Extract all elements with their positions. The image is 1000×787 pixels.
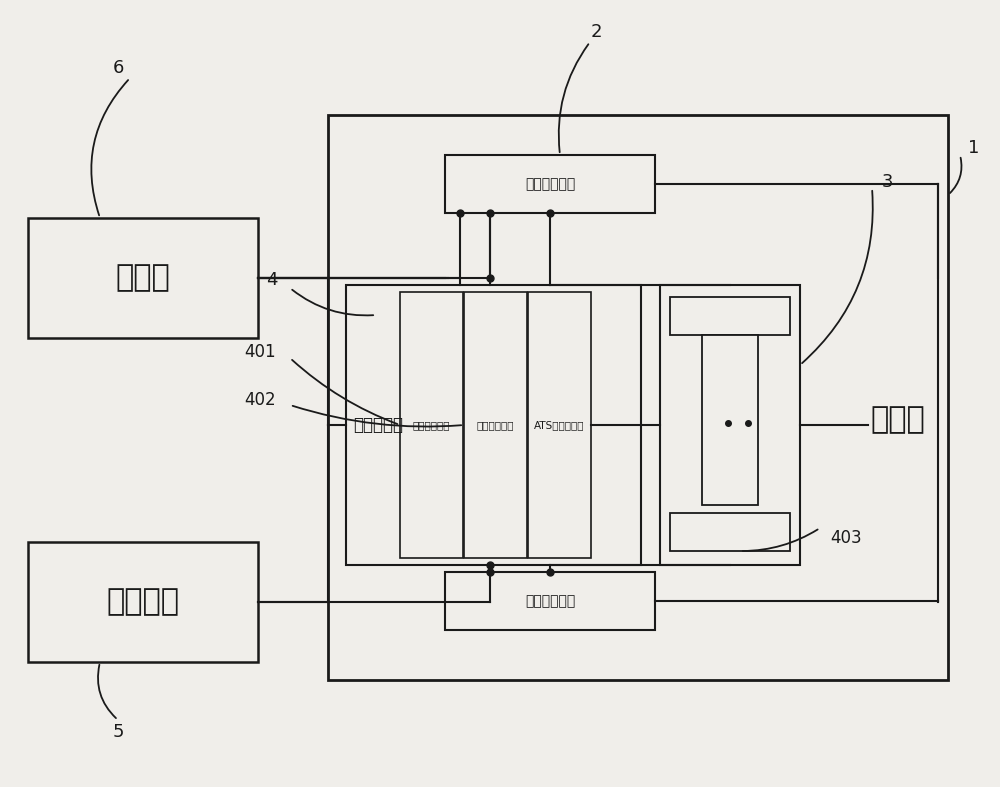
Bar: [28, 542, 258, 662]
Text: 电流检测芯片: 电流检测芯片: [525, 177, 575, 191]
Text: 402: 402: [244, 391, 276, 409]
Bar: [464, 292, 527, 558]
Bar: [528, 292, 591, 558]
Text: 主电源: 主电源: [116, 264, 170, 293]
Text: 5: 5: [112, 723, 124, 741]
Text: 1: 1: [968, 139, 979, 157]
Text: 3: 3: [882, 173, 894, 191]
Bar: [670, 513, 790, 551]
Bar: [445, 572, 655, 630]
Text: ATS控制器模块: ATS控制器模块: [534, 420, 584, 430]
Bar: [328, 115, 948, 680]
Bar: [400, 292, 463, 558]
Text: 电流比对模块: 电流比对模块: [412, 420, 450, 430]
Text: 控制器模块: 控制器模块: [353, 416, 403, 434]
Bar: [445, 155, 655, 213]
Text: 4: 4: [267, 271, 278, 289]
Bar: [660, 285, 800, 565]
Text: 用电器: 用电器: [870, 405, 925, 434]
Text: 电流异常模块: 电流异常模块: [476, 420, 514, 430]
Bar: [670, 297, 790, 335]
Text: 403: 403: [830, 529, 862, 547]
Text: 备用电源: 备用电源: [107, 588, 180, 616]
Text: 2: 2: [590, 23, 602, 41]
Text: 401: 401: [244, 343, 276, 361]
Bar: [346, 285, 641, 565]
Bar: [702, 335, 758, 505]
Bar: [28, 218, 258, 338]
Text: 电流检测芯片: 电流检测芯片: [525, 594, 575, 608]
Text: 6: 6: [112, 59, 124, 77]
